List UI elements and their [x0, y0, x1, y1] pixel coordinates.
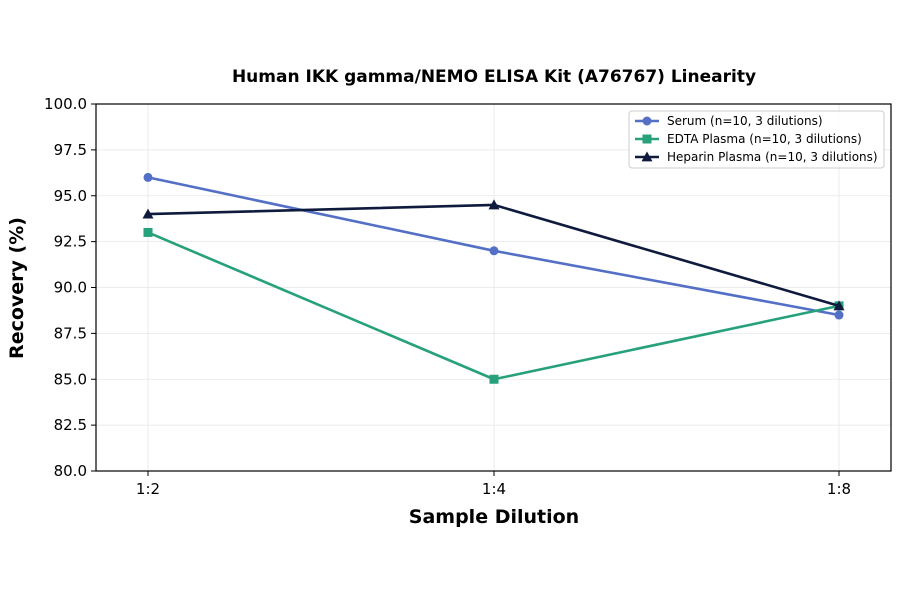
series-3: [142, 199, 845, 311]
chart-title: Human IKK gamma/NEMO ELISA Kit (A76767) …: [232, 67, 756, 87]
y-axis-ticks: 80.0 82.5 85.0 87.5 90.0 92.5 95.0 97.5 100.0: [44, 95, 96, 480]
legend-entry: EDTA Plasma (n=10, 3 dilutions): [635, 132, 862, 146]
legend-label: EDTA Plasma (n=10, 3 dilutions): [667, 132, 862, 146]
x-tick-label: 1:8: [827, 480, 851, 498]
y-tick-label: 90.0: [54, 279, 87, 297]
x-tick-label: 1:2: [136, 480, 160, 498]
y-tick-label: 95.0: [54, 187, 87, 205]
y-axis-label: Recovery (%): [6, 217, 28, 359]
data-point: [143, 227, 153, 237]
legend-entry: Heparin Plasma (n=10, 3 dilutions): [635, 150, 878, 164]
y-tick-label: 82.5: [54, 416, 87, 434]
data-point: [489, 374, 499, 384]
series-line: [147, 176, 840, 317]
x-axis-ticks: 1:2 1:4 1:8: [136, 471, 851, 498]
data-point: [834, 310, 844, 320]
y-tick-label: 85.0: [54, 370, 87, 388]
x-axis-label: Sample Dilution: [409, 506, 579, 528]
legend-box: [628, 110, 885, 169]
series-group: [142, 172, 845, 384]
series-1: [143, 172, 844, 320]
y-tick-label: 80.0: [54, 462, 87, 480]
y-tick-label: 87.5: [54, 324, 87, 342]
data-point: [142, 208, 154, 219]
legend-label: Serum (n=10, 3 dilutions): [667, 114, 823, 128]
y-tick-label: 100.0: [44, 95, 87, 113]
data-point: [488, 199, 500, 210]
x-tick-label: 1:4: [482, 480, 506, 498]
legend-label: Heparin Plasma (n=10, 3 dilutions): [667, 150, 878, 164]
data-point: [489, 246, 499, 256]
legend-entry: Serum (n=10, 3 dilutions): [635, 114, 823, 128]
legend-marker: [642, 116, 652, 126]
legend: Serum (n=10, 3 dilutions) EDTA Plasma (n=…: [628, 110, 885, 169]
data-point: [143, 172, 153, 182]
y-tick-label: 92.5: [54, 233, 87, 251]
series-line: [147, 203, 840, 308]
legend-marker: [641, 151, 653, 162]
legend-marker: [642, 134, 652, 144]
y-tick-label: 97.5: [54, 141, 87, 159]
data-point: [833, 300, 845, 311]
